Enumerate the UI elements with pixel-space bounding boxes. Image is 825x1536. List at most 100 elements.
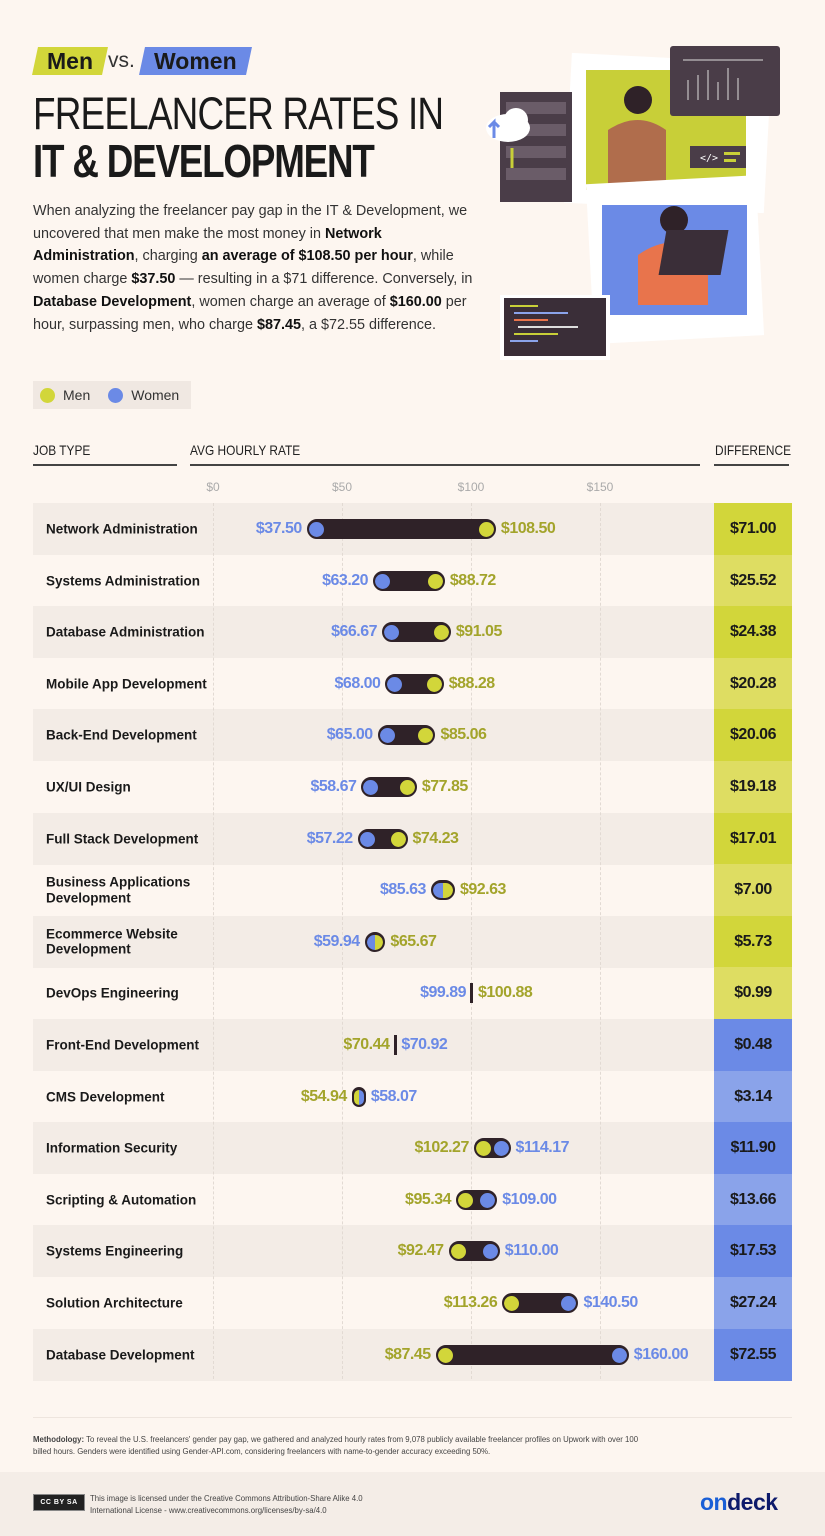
difference-cell: $5.73: [714, 915, 792, 968]
table-row: DevOps Engineering $0.99: [33, 967, 792, 1020]
vs-text: vs.: [108, 49, 135, 72]
svg-text:</>: </>: [700, 153, 718, 164]
women-dot: [611, 1347, 627, 1363]
job-type-label: Systems Administration: [46, 572, 201, 588]
header-underline: [190, 464, 700, 466]
women-value-label: $160.00: [633, 1345, 689, 1363]
title-line-2: IT & DEVELOPMENT: [33, 135, 375, 187]
women-value-label: $59.94: [313, 932, 360, 950]
women-dot: [480, 1192, 496, 1208]
difference-cell: $17.53: [714, 1225, 792, 1278]
women-dot: [375, 573, 391, 589]
range-bar: [502, 1293, 579, 1313]
men-value-label: $77.85: [421, 778, 468, 795]
men-value-label: $88.72: [449, 571, 496, 589]
men-value-label: $87.45: [384, 1345, 431, 1363]
range-bar: [306, 519, 496, 539]
women-dot: [387, 676, 403, 692]
range-bar: [455, 1189, 498, 1210]
difference-cell: $24.38: [714, 606, 792, 659]
women-value-label: $66.67: [331, 623, 378, 641]
gridline: [342, 503, 343, 1379]
gridline: [600, 503, 601, 1379]
table-row: Full Stack Development $17.01: [33, 812, 792, 865]
men-value-label: $100.88: [477, 984, 533, 1002]
men-dot: [418, 728, 434, 744]
job-type-label: Business Applications Development: [46, 874, 191, 906]
job-type-label: Ecommerce Website Development: [46, 926, 178, 957]
table-row: Solution Architecture $27.24: [33, 1277, 792, 1329]
difference-cell: $11.90: [714, 1122, 792, 1175]
column-header-avg-hourly-rate: AVG HOURLY RATE: [190, 442, 301, 458]
x-tick-label: $100: [457, 480, 485, 494]
cc-badge-text: cc by sa: [40, 1499, 78, 1506]
legend-women-label: Women: [131, 387, 180, 403]
job-type-label: Scripting & Automation: [46, 1192, 197, 1208]
women-dot: [493, 1141, 509, 1157]
women-value-label: $70.92: [401, 1036, 448, 1053]
job-type-label: CMS Development: [46, 1088, 165, 1104]
men-value-label: $88.28: [448, 674, 495, 692]
job-type-label: UX/UI Design: [46, 779, 131, 795]
men-dot: [478, 522, 494, 537]
table-row: Business Applications Development $7.00: [33, 864, 792, 917]
x-tick-label: $0: [206, 480, 220, 494]
men-value-label: $85.06: [440, 726, 487, 744]
job-type-label: Database Administration: [46, 624, 205, 640]
range-bar: [473, 1138, 511, 1159]
men-dot: [426, 676, 442, 692]
job-type-label: Database Development: [46, 1346, 195, 1362]
women-dot: [561, 1296, 577, 1311]
column-header-difference: DIFFERENCE: [715, 442, 792, 458]
range-bar: [470, 983, 474, 1004]
job-type-label: Full Stack Development: [46, 830, 199, 846]
women-value-label: $58.67: [310, 778, 357, 795]
difference-cell: $3.14: [714, 1070, 792, 1123]
men-value-label: $92.47: [397, 1242, 444, 1260]
code-editor-icon: [500, 295, 610, 360]
legend-men-label: Men: [63, 387, 91, 403]
job-type-label: Solution Architecture: [46, 1295, 183, 1311]
men-legend-dot: [40, 387, 55, 403]
range-bar: [382, 622, 451, 643]
difference-cell: $19.18: [714, 761, 792, 813]
range-bar: [430, 880, 455, 901]
ondeck-logo: ondeck: [700, 1489, 778, 1515]
men-tag: Men: [32, 47, 108, 75]
men-value-label: $54.94: [300, 1087, 347, 1105]
women-value-label: $99.89: [420, 984, 466, 1002]
men-dot: [475, 1141, 491, 1157]
men-value-label: $108.50: [500, 520, 556, 537]
men-dot: [457, 1192, 473, 1208]
range-bar: [435, 1344, 629, 1365]
men-value-label: $113.26: [443, 1294, 498, 1311]
women-dot: [379, 728, 395, 744]
creative-commons-badge-icon: cc by sa: [33, 1494, 85, 1511]
women-dot: [384, 625, 399, 641]
footer: [0, 1472, 825, 1536]
range-bar: [448, 1241, 500, 1262]
women-value-label: $85.63: [380, 881, 426, 899]
difference-cell: $0.48: [714, 1019, 792, 1071]
gridline: [213, 503, 214, 1379]
women-value-label: $65.00: [326, 726, 373, 744]
difference-cell: $71.00: [714, 503, 792, 555]
women-dot: [359, 831, 375, 847]
men-dot: [433, 625, 449, 641]
table-row: Ecommerce Website Development $5.73: [33, 915, 792, 968]
range-bar: [361, 777, 417, 797]
legend: Men Women: [33, 381, 191, 409]
men-value-label: $91.05: [455, 623, 502, 641]
men-dot: [442, 883, 453, 899]
difference-cell: $72.55: [714, 1328, 792, 1381]
range-bar: [351, 1086, 366, 1107]
men-value-label: $65.67: [390, 932, 437, 950]
men-value-label: $102.27: [414, 1139, 470, 1157]
women-dot: [482, 1244, 498, 1260]
women-legend-dot: [108, 387, 124, 403]
difference-cell: $17.01: [714, 812, 792, 865]
difference-cell: $13.66: [714, 1173, 792, 1226]
women-value-label: $114.17: [515, 1139, 570, 1157]
women-dot: [358, 1089, 364, 1105]
divider: [33, 1417, 792, 1418]
